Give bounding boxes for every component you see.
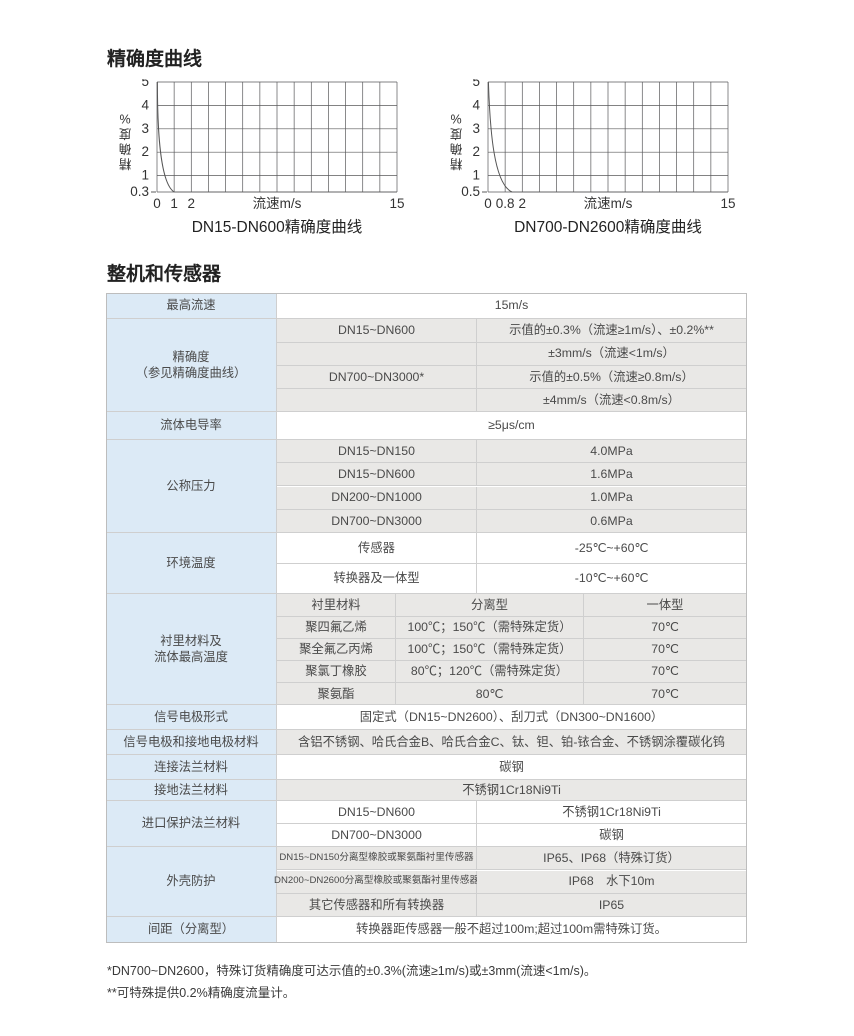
svg-text:0.8: 0.8 <box>496 196 515 211</box>
svg-text:0.3: 0.3 <box>130 184 149 199</box>
svg-text:%: % <box>119 112 130 126</box>
svg-text:1: 1 <box>141 168 149 183</box>
svg-text:确: 确 <box>450 142 463 156</box>
svg-text:%: % <box>450 112 461 126</box>
svg-text:3: 3 <box>472 121 480 136</box>
svg-text:度: 度 <box>449 127 462 142</box>
svg-text:15: 15 <box>720 196 735 211</box>
svg-text:精: 精 <box>450 157 463 171</box>
svg-text:度: 度 <box>118 127 131 142</box>
svg-text:流速m/s: 流速m/s <box>253 196 302 211</box>
svg-text:1: 1 <box>472 168 480 183</box>
svg-text:流速m/s: 流速m/s <box>584 196 633 211</box>
svg-text:15: 15 <box>389 196 404 211</box>
svg-text:2: 2 <box>519 196 527 211</box>
svg-text:2: 2 <box>472 144 480 159</box>
svg-text:1: 1 <box>170 196 178 211</box>
svg-text:4: 4 <box>141 97 149 112</box>
svg-text:3: 3 <box>141 121 149 136</box>
svg-text:DN700-DN2600精确度曲线: DN700-DN2600精确度曲线 <box>514 218 702 236</box>
svg-text:精: 精 <box>119 157 132 171</box>
svg-text:2: 2 <box>141 144 149 159</box>
svg-text:2: 2 <box>188 196 196 211</box>
svg-text:确: 确 <box>119 142 132 156</box>
svg-text:4: 4 <box>472 97 480 112</box>
svg-text:0: 0 <box>153 196 161 211</box>
svg-text:5: 5 <box>141 79 149 89</box>
svg-text:0: 0 <box>484 196 492 211</box>
svg-text:5: 5 <box>472 79 480 89</box>
svg-text:0.5: 0.5 <box>461 184 480 199</box>
svg-text:DN15-DN600精确度曲线: DN15-DN600精确度曲线 <box>192 218 363 236</box>
